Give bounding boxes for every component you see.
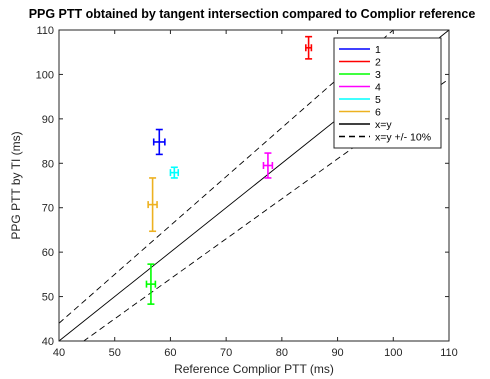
y-tick-label: 50	[42, 292, 54, 304]
x-tick-label: 110	[440, 347, 458, 359]
series-4-point	[262, 152, 274, 179]
y-tick-label: 80	[42, 158, 54, 170]
axis-ticks: 40 50 60 70 80 90 100 110 40 50 60 70 80 90 100 110	[36, 25, 458, 359]
legend-label-6: 6	[375, 107, 381, 119]
x-tick-label: 40	[53, 347, 65, 359]
chart-title: PPG PTT obtained by tangent intersection…	[29, 7, 476, 21]
legend-label-5: 5	[375, 94, 381, 106]
series-6-point	[147, 177, 158, 233]
series-5-point	[169, 166, 180, 179]
legend-box	[333, 37, 442, 149]
x-tick-label: 60	[164, 347, 176, 359]
legend-label-8: x=y +/- 10%	[375, 132, 431, 144]
legend-label-2: 2	[375, 57, 381, 69]
y-tick-label: 60	[42, 247, 54, 259]
x-tick-label: 50	[109, 347, 121, 359]
x-axis-label: Reference Complior PTT (ms)	[174, 362, 334, 376]
legend-label-4: 4	[375, 82, 381, 94]
series-3-point	[145, 263, 157, 305]
legend-label-1: 1	[375, 44, 381, 56]
x-tick-label: 100	[384, 347, 402, 359]
y-tick-label: 90	[42, 114, 54, 126]
legend-label-3: 3	[375, 69, 381, 81]
x-tick-label: 70	[220, 347, 232, 359]
x-tick-label: 90	[331, 347, 343, 359]
axes-box	[58, 29, 450, 342]
legend-label-7: x=y	[375, 119, 392, 131]
y-axis-label: PPG PTT by TI (ms)	[9, 131, 23, 239]
x-tick-label: 80	[276, 347, 288, 359]
y-tick-label: 100	[36, 69, 54, 81]
y-tick-label: 110	[36, 25, 54, 37]
y-tick-label: 70	[42, 203, 54, 215]
series-1-point	[152, 128, 166, 156]
y-tick-label: 40	[42, 336, 54, 348]
series-2-point	[305, 35, 313, 60]
